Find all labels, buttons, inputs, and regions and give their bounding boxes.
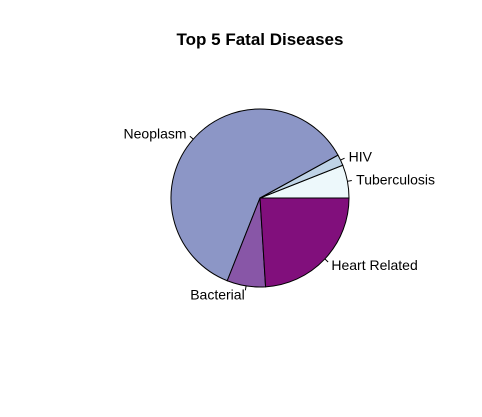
leader-line-heart-related (324, 258, 329, 263)
leader-line-tuberculosis (347, 179, 352, 182)
pie-labels: Tuberculosis HIV Neoplasm Bacterial Heart Re… (124, 125, 436, 302)
leader-line-neoplasm (189, 135, 194, 140)
slice-label-hiv: HIV (349, 148, 373, 164)
slice-label-tuberculosis: Tuberculosis (356, 172, 435, 188)
slice-label-heart-related: Heart Related (331, 257, 417, 273)
slice-label-bacterial: Bacterial (190, 287, 244, 303)
leader-line-hiv (340, 157, 345, 161)
chart-title: Top 5 Fatal Diseases (176, 30, 344, 49)
pie-slice-neoplasm (170, 108, 339, 282)
pie-slices (170, 108, 350, 288)
slice-label-neoplasm: Neoplasm (124, 125, 187, 141)
leader-line-bacterial (244, 285, 247, 291)
pie-slice-heart-related (259, 197, 350, 288)
